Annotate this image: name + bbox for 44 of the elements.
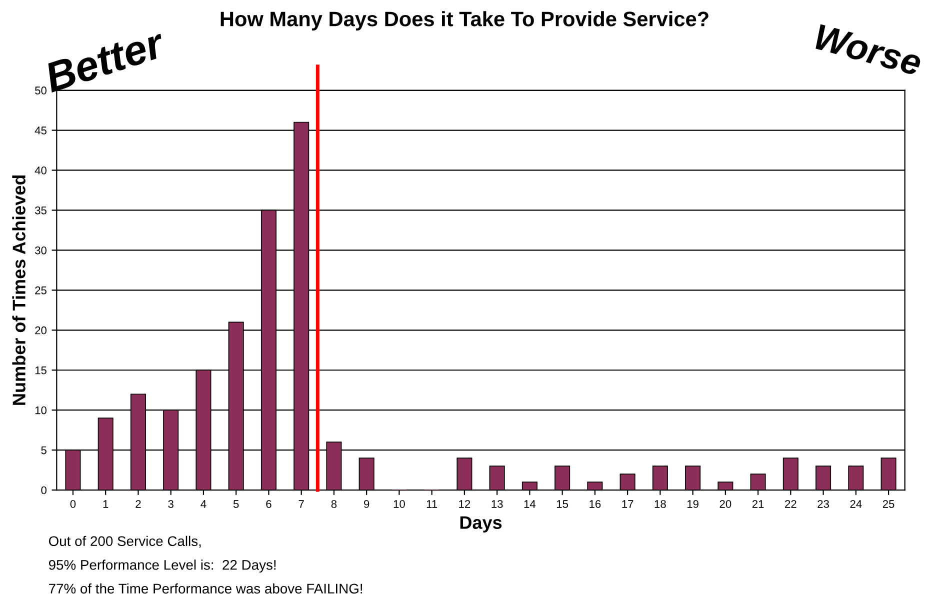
x-tick-label: 22 — [785, 500, 796, 508]
x-tick-label: 8 — [331, 500, 337, 508]
chart-title: How Many Days Does it Take To Provide Service? — [220, 11, 708, 30]
y-tick-label: 10 — [35, 406, 47, 414]
x-tick-label: 19 — [687, 500, 698, 508]
x-tick-label: 24 — [850, 500, 862, 508]
y-axis-title: Number of Times Achieved — [12, 175, 26, 405]
text: 95% Performance Level is: 22 Days! — [48, 560, 276, 573]
x-tick-label: 15 — [556, 500, 568, 508]
y-tick-label: 20 — [35, 326, 47, 334]
x-tick-label: 14 — [524, 500, 536, 508]
x-tick-label: 10 — [394, 500, 405, 508]
y-tick-label: 35 — [35, 206, 46, 214]
x-tick-label: 16 — [590, 500, 601, 508]
x-tick-label: 2 — [136, 500, 141, 508]
x-axis-title: Days — [460, 516, 502, 533]
x-tick-label: 6 — [266, 500, 272, 508]
x-tick-label: 11 — [426, 500, 438, 508]
x-tick-label: 12 — [459, 500, 470, 508]
y-tick-label: 40 — [34, 166, 47, 174]
x-tick-label: 1 — [103, 500, 108, 508]
y-tick-label: 25 — [35, 286, 46, 294]
x-tick-label: 17 — [622, 500, 634, 508]
x-tick-label: 23 — [818, 500, 829, 508]
y-tick-label: 45 — [34, 126, 46, 134]
text: 77% of the Time Performance was above FAILING! — [49, 583, 362, 594]
text: Out of 200 Service Calls, — [48, 536, 201, 548]
x-tick-label: 13 — [492, 500, 503, 508]
x-tick-label: 3 — [168, 500, 174, 508]
x-tick-label: 0 — [70, 500, 76, 508]
text: Worse — [814, 24, 924, 76]
y-tick-label: 15 — [35, 366, 46, 374]
y-tick-label: 0 — [41, 486, 47, 494]
x-tick-label: 21 — [752, 500, 764, 508]
x-tick-label: 7 — [298, 500, 304, 508]
x-tick-label: 9 — [364, 500, 370, 508]
y-tick-label: 30 — [35, 246, 47, 254]
x-tick-label: 18 — [654, 500, 666, 508]
y-tick-label: 5 — [41, 446, 46, 454]
x-tick-label: 25 — [882, 500, 894, 508]
x-tick-label: 4 — [200, 500, 206, 508]
y-tick-label: 50 — [35, 86, 47, 94]
x-tick-label: 5 — [233, 500, 239, 508]
x-tick-label: 20 — [720, 500, 732, 508]
